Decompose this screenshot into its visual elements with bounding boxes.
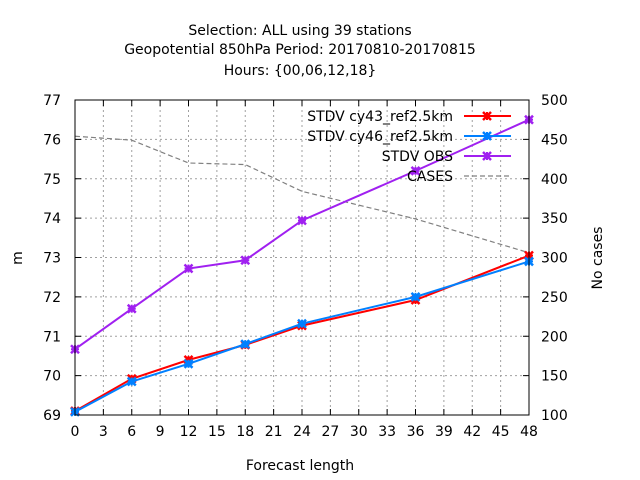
series-point <box>240 255 251 266</box>
y-tick-label: 71 <box>43 329 61 345</box>
series-line <box>74 135 530 254</box>
x-tick-label: 33 <box>378 424 396 440</box>
y-tick-label: 73 <box>43 251 61 267</box>
x-tick-label: 39 <box>435 424 453 440</box>
x-tick-label: 15 <box>208 424 226 440</box>
title-line-3: Hours: {00,06,12,18} <box>224 63 377 79</box>
series-line <box>74 254 530 412</box>
series-point <box>183 263 194 274</box>
legend-marker <box>482 151 492 161</box>
y-tick-label: 72 <box>43 290 61 306</box>
y2-tick-label: 400 <box>541 172 568 188</box>
y-tick-label: 75 <box>43 172 61 188</box>
x-tick-label: 9 <box>156 424 165 440</box>
y-tick-label: 74 <box>43 211 61 227</box>
axis-ticks: 0 3 6 9 12 15 18 21 24 27 30 33 36 39 42 45 486970717273… <box>43 93 568 440</box>
y-tick-label: 70 <box>43 369 61 385</box>
series-point <box>410 165 421 176</box>
x-tick-label: 45 <box>492 424 510 440</box>
y2-tick-label: 150 <box>541 369 568 385</box>
legend-item: CASES <box>407 169 511 185</box>
x-tick-label: 30 <box>350 424 368 440</box>
y2-tick-label: 350 <box>541 211 568 227</box>
x-axis-label: Forecast length <box>246 458 354 474</box>
legend-label: STDV cy43_ref2.5km <box>307 109 453 125</box>
x-tick-label: 48 <box>520 424 538 440</box>
x-tick-label: 6 <box>127 424 136 440</box>
legend-item: STDV OBS <box>382 149 511 165</box>
legend-item: STDV cy46_ref2.5km <box>307 129 511 145</box>
legend-item: STDV cy43_ref2.5km <box>307 109 511 125</box>
x-tick-label: 27 <box>321 424 339 440</box>
legend-marker <box>482 131 492 141</box>
y2-axis-label: No cases <box>590 227 606 290</box>
series-3 <box>74 135 530 254</box>
y2-tick-label: 300 <box>541 251 568 267</box>
legend: STDV cy43_ref2.5km STDV cy46_ref2.5km STDV… <box>307 109 511 185</box>
title-line-2: Geopotential 850hPa Period: 20170810-201… <box>124 42 476 58</box>
y-tick-label: 69 <box>43 408 61 424</box>
series-point <box>297 318 307 329</box>
series-point <box>240 339 251 350</box>
legend-marker <box>482 111 492 121</box>
legend-label: STDV OBS <box>382 149 453 165</box>
x-tick-label: 18 <box>236 424 254 440</box>
plot-frame <box>74 99 530 416</box>
series-point <box>126 303 137 314</box>
series-point <box>410 291 421 302</box>
y-tick-label: 76 <box>43 132 61 148</box>
x-tick-label: 3 <box>99 424 108 440</box>
y2-tick-label: 200 <box>541 329 568 345</box>
series-point <box>126 376 137 387</box>
x-tick-label: 0 <box>71 424 80 440</box>
legend-label: CASES <box>407 169 453 185</box>
x-tick-label: 21 <box>265 424 283 440</box>
series-line <box>74 118 530 351</box>
x-tick-label: 24 <box>293 424 311 440</box>
chart-title: Selection: ALL using 39 stations Geopote… <box>124 23 476 79</box>
y2-tick-label: 450 <box>541 132 568 148</box>
series-point <box>297 215 307 226</box>
series-point <box>183 358 194 369</box>
title-line-1: Selection: ALL using 39 stations <box>188 23 411 39</box>
y2-tick-label: 100 <box>541 408 568 424</box>
y2-tick-label: 250 <box>541 290 568 306</box>
x-tick-label: 12 <box>180 424 198 440</box>
y2-tick-label: 500 <box>541 93 568 109</box>
y-axis-label: m <box>10 251 26 265</box>
x-tick-label: 42 <box>463 424 481 440</box>
x-tick-label: 36 <box>407 424 425 440</box>
grid <box>75 100 529 415</box>
y-tick-label: 77 <box>43 93 61 109</box>
legend-label: STDV cy46_ref2.5km <box>307 129 453 145</box>
